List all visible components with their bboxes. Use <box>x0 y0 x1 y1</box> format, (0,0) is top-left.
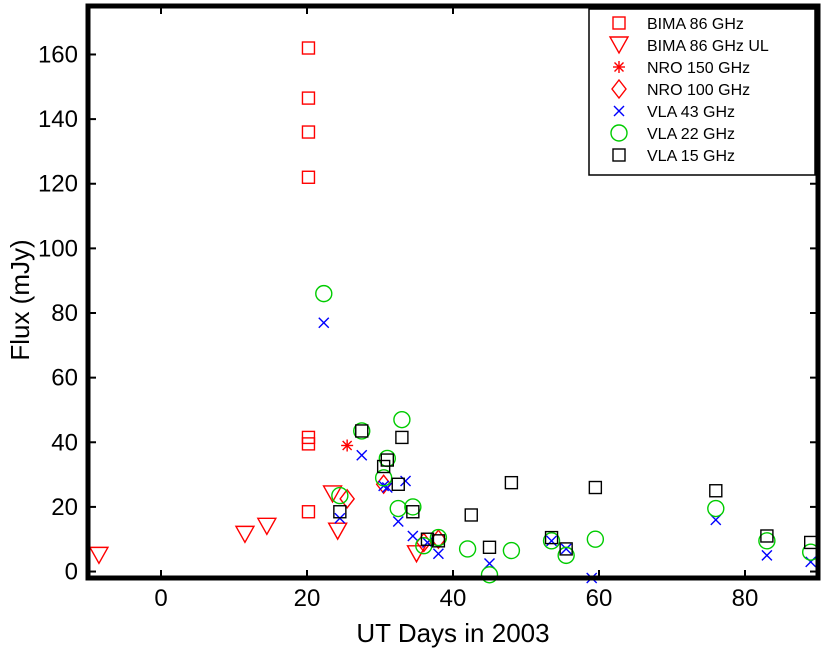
legend-label: NRO 100 GHz <box>647 82 750 99</box>
axis-ticks: 0 20 40 60 80 0 20 40 60 80 100 120 140 160 <box>38 6 818 612</box>
data-point <box>331 486 349 505</box>
data-point <box>301 505 316 519</box>
data-point <box>709 484 723 498</box>
x-tick-label: 0 <box>154 585 167 612</box>
data-point <box>341 439 354 452</box>
data-point <box>431 534 446 548</box>
series-vla-22-ghz <box>315 284 820 584</box>
y-tick-label: 140 <box>38 106 78 133</box>
y-tick-label: 160 <box>38 41 78 68</box>
data-point <box>707 499 725 518</box>
data-point <box>301 91 316 105</box>
data-point <box>381 482 393 494</box>
data-point <box>301 125 316 139</box>
data-point <box>588 480 603 495</box>
legend-marker <box>608 36 630 55</box>
data-point <box>464 508 478 522</box>
x-tick-label: 60 <box>586 585 613 612</box>
data-point <box>404 498 422 516</box>
data-point <box>480 566 499 584</box>
data-point <box>315 284 333 303</box>
data-point <box>432 548 444 560</box>
legend-marker <box>613 105 625 117</box>
data-point <box>333 505 347 519</box>
data-point <box>353 422 371 440</box>
data-point <box>339 488 356 509</box>
data-point <box>380 453 394 467</box>
data-point <box>392 515 404 527</box>
data-point <box>256 517 278 536</box>
data-point <box>758 532 776 550</box>
data-point <box>760 529 774 543</box>
data-point <box>502 541 521 560</box>
y-tick-label: 80 <box>51 300 78 327</box>
data-point <box>458 540 477 558</box>
data-point <box>560 543 572 555</box>
x-tick-label: 40 <box>440 585 467 612</box>
x-tick-label: 20 <box>294 585 321 612</box>
y-tick-label: 20 <box>51 494 78 521</box>
data-point <box>420 532 435 546</box>
data-point <box>395 430 409 445</box>
data-point <box>542 532 561 550</box>
data-point <box>391 477 405 491</box>
data-point <box>301 437 316 451</box>
legend-label: BIMA 86 GHz <box>647 16 744 33</box>
x-axis-title: UT Days in 2003 <box>356 618 549 648</box>
data-point <box>429 528 448 547</box>
x-tick-label: 80 <box>732 585 759 612</box>
data-point <box>504 475 519 490</box>
data-point <box>407 530 419 542</box>
legend-label: VLA 22 GHz <box>647 126 735 143</box>
data-point <box>234 525 256 544</box>
plot-marks <box>88 41 820 584</box>
y-tick-label: 60 <box>51 365 78 392</box>
data-point <box>88 546 110 565</box>
data-point <box>482 540 497 554</box>
data-point <box>406 505 420 519</box>
legend-label: NRO 150 GHz <box>647 60 750 77</box>
legend-marker <box>612 148 626 162</box>
y-axis-title: Flux (mJy) <box>5 239 35 360</box>
data-point <box>559 542 573 556</box>
data-point <box>586 530 605 548</box>
data-point <box>356 449 368 461</box>
legend-marker <box>612 16 626 30</box>
series-vla-15-ghz <box>333 424 818 556</box>
y-tick-label: 0 <box>65 559 78 586</box>
legend-marker <box>610 124 628 142</box>
legend-marker <box>613 61 625 73</box>
data-point <box>355 424 369 438</box>
legend-marker <box>611 78 627 100</box>
y-tick-label: 120 <box>38 171 78 198</box>
series-bima-86-ghz <box>301 41 316 519</box>
data-point <box>544 530 559 545</box>
legend-label: VLA 15 GHz <box>647 148 735 165</box>
y-tick-label: 100 <box>38 235 78 262</box>
legend-label: BIMA 86 GHz UL <box>647 38 769 55</box>
data-point <box>761 549 773 561</box>
data-point <box>327 522 348 541</box>
data-point <box>301 170 316 184</box>
data-point <box>318 317 330 329</box>
y-tick-label: 40 <box>51 429 78 456</box>
legend-label: VLA 43 GHz <box>647 104 735 121</box>
series-nro-150-ghz <box>341 439 354 452</box>
data-point <box>393 410 411 429</box>
data-point <box>322 485 343 504</box>
data-point <box>301 41 316 55</box>
legend: BIMA 86 GHz BIMA 86 GHz UL NRO 150 GHz NRO … <box>588 8 816 176</box>
data-point <box>557 546 575 565</box>
data-point <box>805 556 817 568</box>
